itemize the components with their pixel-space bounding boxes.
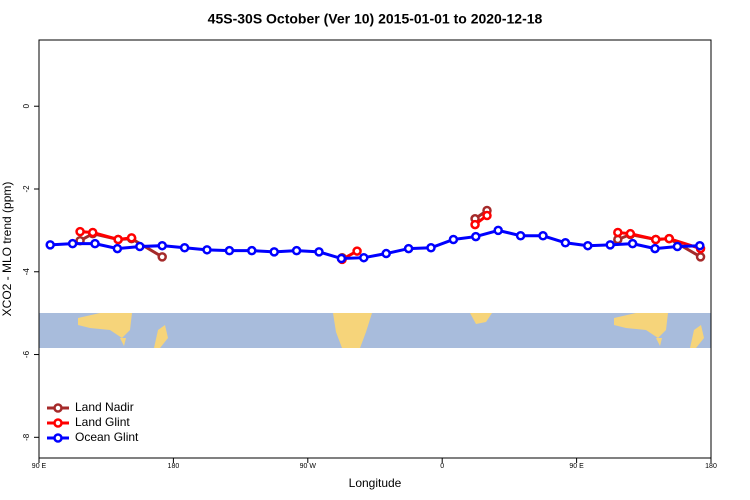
y-tick-label: 0 [22,103,31,108]
x-tick-label: 180 [168,463,180,470]
point [314,247,324,257]
point [605,240,615,250]
point [67,238,78,249]
point [224,245,235,256]
point [403,243,414,254]
point [45,240,55,250]
y-tick-label: -8 [22,433,31,441]
point [336,253,347,264]
y-tick-label: -2 [22,185,31,193]
point [75,226,85,237]
point [583,240,593,251]
point [88,227,98,238]
point [625,228,636,239]
y-tick-label: -6 [22,350,31,358]
x-tick-label: 90 W [300,463,317,470]
legend-marker [53,433,63,443]
point [650,243,660,254]
point [381,248,391,259]
series-line [79,214,701,261]
y-tick-label: -4 [22,268,31,276]
point [613,227,623,238]
point [650,234,661,245]
point [672,241,683,252]
point [695,252,706,262]
y-axis-label: XCO2 - MLO trend (ppm) [0,182,14,317]
point [247,245,257,256]
point [202,245,212,255]
point [627,238,638,249]
chart-title: 45S-30S October (Ver 10) 2015-01-01 to 2… [208,11,543,27]
legend-label: Land Nadir [75,400,134,414]
point [482,210,492,221]
point [291,245,302,256]
point [426,243,436,253]
point [135,241,145,252]
point [471,231,481,242]
point [179,243,190,253]
plot-frame [38,39,712,459]
point [157,240,167,251]
series-line [79,209,702,259]
point [112,243,123,254]
x-tick-label: 90 E [569,463,584,470]
legend-marker [53,403,63,413]
map-band [39,313,711,348]
point [113,234,123,245]
point [90,238,100,249]
legend-label: Ocean Glint [75,430,139,444]
point [538,231,548,241]
x-tick-label: 180 [705,463,717,470]
point [695,240,705,251]
point [470,219,480,230]
point [126,233,137,243]
x-axis-label: Longitude [349,476,402,490]
point [359,252,369,263]
point [269,247,279,257]
point [664,233,674,244]
point [448,234,459,245]
x-tick-label: 0 [440,463,444,470]
point [352,246,362,256]
point [560,238,571,248]
series-line [50,228,700,261]
legend-label: Land Glint [75,415,130,429]
x-tick-label: 90 E [32,463,47,470]
point [157,252,167,262]
legend-marker [53,418,63,428]
point [515,231,526,241]
point [493,225,503,236]
